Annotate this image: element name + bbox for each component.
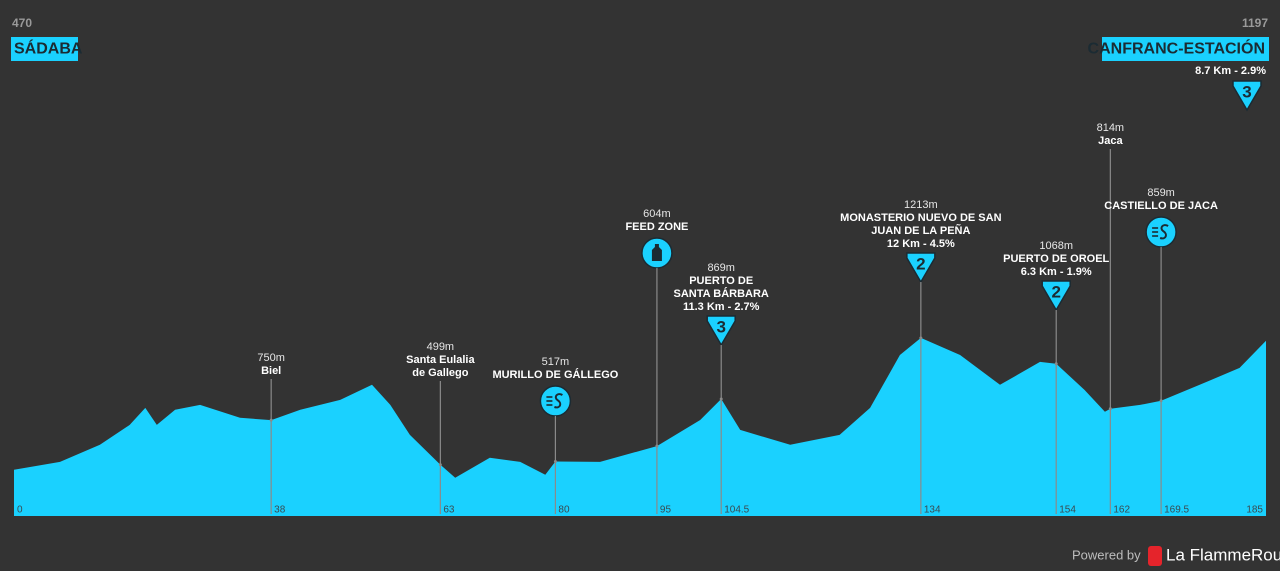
finish-category-badge [1232,80,1262,112]
marker-point [553,460,557,464]
x-tick-label: 104.5 [724,505,749,516]
marker-point [1159,399,1163,403]
x-tick-label: 169.5 [1164,505,1189,516]
category-label: 2 [1051,282,1060,301]
marker-altitude: 750m [257,352,285,364]
x-tick-label: 95 [660,505,672,516]
marker-name: SANTA BÁRBARA [674,287,769,300]
finish-name: CANFRANC-ESTACIÓN [1088,39,1265,58]
marker-name: CASTIELLO DE JACA [1104,200,1218,212]
brand-logo [1148,546,1162,566]
marker-climb: 11.3 Km - 2.7% [683,301,760,313]
icon-stroke [1159,224,1169,240]
marker-name: JUAN DE LA PEÑA [871,224,970,237]
finish-badge [1102,37,1269,61]
marker-point [269,418,273,422]
marker-altitude: 859m [1147,187,1175,199]
marker-altitude: 1213m [904,199,938,211]
marker-name: MONASTERIO NUEVO DE SAN [840,212,1001,224]
marker-altitude: 1068m [1039,240,1073,252]
icon-stroke [554,393,563,409]
marker-altitude: 517m [542,356,570,368]
marker-point [919,336,923,340]
x-tick-label: 185 [1246,505,1263,516]
marker-altitude: 499m [427,341,455,353]
icon-bottle [651,244,662,261]
x-tick-label: 38 [274,505,286,516]
marker-name: Jaca [1098,135,1123,147]
marker-name: Biel [261,365,281,377]
sprint-icon [539,385,572,417]
start-badge [11,37,78,61]
finish-climb: 8.7 Km - 2.9% [1195,65,1266,77]
x-tick-label: 63 [443,505,455,516]
sprint-icon [1145,216,1177,248]
x-tick-label: 154 [1059,505,1076,516]
x-tick-label: 134 [924,505,941,516]
category-label: 3 [1242,82,1251,101]
brand-name: La FlammeRouge [1166,545,1280,564]
category-label: 3 [716,317,725,336]
marker-name: MURILLO DE GÁLLEGO [492,368,618,381]
x-tick-label: 0 [17,505,23,516]
start-name: SÁDABA [14,39,83,58]
marker-altitude: 604m [643,208,671,220]
marker-name: de Gallego [412,367,469,379]
category-label: 2 [916,254,925,273]
elevation-area [14,337,1266,516]
marker-name: PUERTO DE OROEL [1003,253,1109,265]
marker-name: FEED ZONE [625,221,688,233]
marker-name: PUERTO DE [689,275,753,287]
marker-name: Santa Eulalia [406,354,475,366]
start-altitude: 470 [12,16,32,30]
marker-climb: 6.3 Km - 1.9% [1021,266,1092,278]
marker-point [438,463,442,467]
marker-point [1108,407,1112,411]
marker-point [655,444,659,448]
finish-altitude: 1197 [1242,16,1268,30]
marker-climb: 12 Km - 4.5% [887,238,955,250]
powered-by: Powered by [1072,547,1141,562]
marker-point [1054,362,1058,366]
marker-altitude: 814m [1097,122,1125,134]
marker-point [719,397,723,401]
category-badge [1041,280,1071,312]
x-tick-label: 162 [1113,505,1130,516]
x-tick-label: 80 [558,505,570,516]
marker-altitude: 869m [707,262,735,274]
category-badge [706,315,736,347]
category-badge [906,252,936,284]
